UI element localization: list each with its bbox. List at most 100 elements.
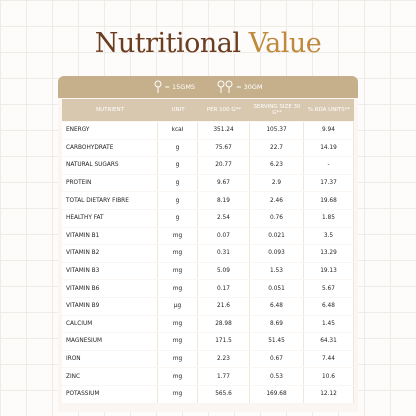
table-cell: 171.5 <box>198 333 250 350</box>
table-cell: g <box>158 209 198 227</box>
table-cell: 0.07 <box>198 227 250 245</box>
table-cell: 6.48 <box>304 297 354 315</box>
table-cell: 13.29 <box>304 245 354 262</box>
table-row: TOTAL DIETARY FIBRE g 8.19 2.46 19.68 <box>62 192 354 209</box>
scoop-1-label: = 15GMS <box>164 83 196 91</box>
table-cell: 1.85 <box>304 209 354 227</box>
table-cell: VITAMIN B2 <box>62 245 158 262</box>
table-cell: mg <box>158 385 198 403</box>
table-cell: VITAMIN B6 <box>62 280 158 297</box>
table-cell: 0.76 <box>250 209 304 227</box>
table-row: POTASSIUM mg 565.6 169.68 12.12 <box>62 385 354 403</box>
table-cell: 20.77 <box>198 157 250 174</box>
table-cell: 1.45 <box>304 315 354 333</box>
table-cell: 1.53 <box>250 262 304 280</box>
table-cell: mg <box>158 262 198 280</box>
column-header: NUTRIENT <box>62 99 158 121</box>
table-cell: 51.45 <box>250 333 304 350</box>
table-cell: 5.67 <box>304 280 354 297</box>
table-cell: 19.13 <box>304 262 354 280</box>
table-cell: 6.23 <box>250 157 304 174</box>
table-cell: 0.093 <box>250 245 304 262</box>
table-cell: 351.24 <box>198 122 250 139</box>
table-cell: mg <box>158 315 198 333</box>
table-row: ZINC mg 1.77 0.53 10.6 <box>62 368 354 385</box>
table-row: ENERGY kcal 351.24 105.37 9.94 <box>62 122 354 139</box>
table-cell: 10.6 <box>304 368 354 385</box>
table-cell: 6.48 <box>250 297 304 315</box>
table-cell: 5.09 <box>198 262 250 280</box>
scoop-1: = 15GMS <box>154 80 196 94</box>
table-cell: 19.68 <box>304 192 354 209</box>
table-cell: 0.021 <box>250 227 304 245</box>
table-row: VITAMIN B2 mg 0.31 0.093 13.29 <box>62 245 354 262</box>
table-cell: 9.67 <box>198 174 250 192</box>
table-cell: ENERGY <box>62 122 158 139</box>
table-cell: IRON <box>62 350 158 368</box>
table-cell: 21.6 <box>198 297 250 315</box>
nutrition-table: NUTRIENT UNIT PER 100 G** SERVING SIZE 30 G… <box>62 98 354 404</box>
table-cell: mg <box>158 368 198 385</box>
table-row: VITAMIN B3 mg 5.09 1.53 19.13 <box>62 262 354 280</box>
table-cell: 2.23 <box>198 350 250 368</box>
table-cell: 17.37 <box>304 174 354 192</box>
table-cell: - <box>304 157 354 174</box>
table-cell: kcal <box>158 122 198 139</box>
table-row: MAGNESIUM mg 171.5 51.45 64.31 <box>62 333 354 350</box>
table-cell: 12.12 <box>304 385 354 403</box>
column-header: PER 100 G** <box>198 99 250 121</box>
table-cell: mg <box>158 333 198 350</box>
table-cell: HEALTHY FAT <box>62 209 158 227</box>
table-cell: 565.6 <box>198 385 250 403</box>
table-cell: 0.051 <box>250 280 304 297</box>
column-header: % RDA UNITS** <box>304 99 354 121</box>
table-cell: 75.67 <box>198 139 250 157</box>
table-cell: mg <box>158 350 198 368</box>
table-cell: 0.67 <box>250 350 304 368</box>
table-row: CARBOHYDRATE g 75.67 22.7 14.19 <box>62 139 354 157</box>
table-cell: MAGNESIUM <box>62 333 158 350</box>
table-cell: CALCIUM <box>62 315 158 333</box>
table-row: HEALTHY FAT g 2.54 0.76 1.85 <box>62 209 354 227</box>
table-cell: POTASSIUM <box>62 385 158 403</box>
table-row: NATURAL SUGARS g 20.77 6.23- <box>62 157 354 174</box>
table-cell: 0.31 <box>198 245 250 262</box>
table-row: VITAMIN B9 µg 21.6 6.48 6.48 <box>62 297 354 315</box>
title: Nutritional Value <box>0 28 416 59</box>
scoop-icon <box>217 80 233 93</box>
table-cell: 22.7 <box>250 139 304 157</box>
table-cell: ZINC <box>62 368 158 385</box>
header-row: NUTRIENT UNIT PER 100 G** SERVING SIZE 30 G… <box>62 99 354 121</box>
table-cell: TOTAL DIETARY FIBRE <box>62 192 158 209</box>
nutrition-card: = 15GMS = 30GM NUTRIENT UNIT PER 100 G** SE… <box>58 76 358 412</box>
scoop-2-label: = 30GM <box>236 83 263 91</box>
serving-band: = 15GMS = 30GM <box>58 76 358 98</box>
table-cell: 0.53 <box>250 368 304 385</box>
title-part1: Nutritional <box>94 28 241 59</box>
table-row: VITAMIN B1 mg 0.07 0.021 3.5 <box>62 227 354 245</box>
table-cell: 8.19 <box>198 192 250 209</box>
scoop-icon <box>154 80 161 93</box>
table-cell: 8.69 <box>250 315 304 333</box>
table-cell: g <box>158 174 198 192</box>
table-cell: CARBOHYDRATE <box>62 139 158 157</box>
table-cell: g <box>158 157 198 174</box>
scoop-2: = 30GM <box>217 80 263 94</box>
table-cell: g <box>158 192 198 209</box>
table-cell: PROTEIN <box>62 174 158 192</box>
table-cell: VITAMIN B3 <box>62 262 158 280</box>
column-header: SERVING SIZE 30 G** <box>250 99 304 121</box>
table-cell: g <box>158 139 198 157</box>
table-cell: µg <box>158 297 198 315</box>
table-cell: 169.68 <box>250 385 304 403</box>
table-cell: 3.5 <box>304 227 354 245</box>
table-cell: VITAMIN B9 <box>62 297 158 315</box>
table-cell: 9.94 <box>304 122 354 139</box>
table-cell: 14.19 <box>304 139 354 157</box>
table-cell: NATURAL SUGARS <box>62 157 158 174</box>
table-cell: 1.77 <box>198 368 250 385</box>
table-cell: mg <box>158 280 198 297</box>
table-cell: 64.31 <box>304 333 354 350</box>
column-header: UNIT <box>158 99 198 121</box>
